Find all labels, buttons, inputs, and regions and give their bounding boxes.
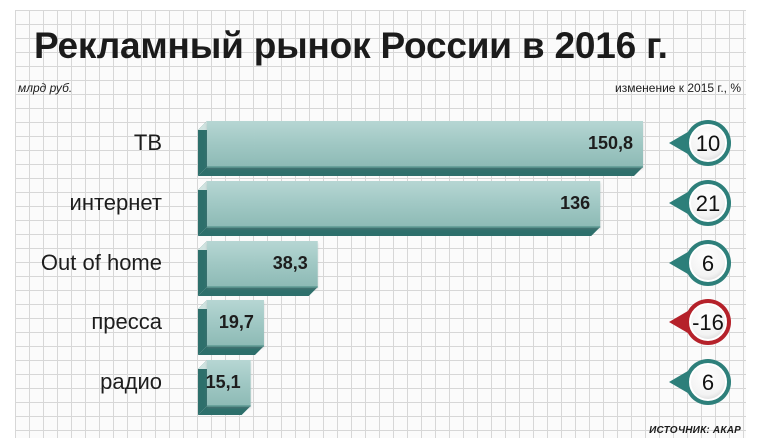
value-label: 19,7 (219, 312, 254, 332)
bar-row-3: пресса 19,7 -16 (91, 299, 731, 355)
bar-side (198, 181, 207, 236)
category-label: интернет (70, 190, 162, 215)
change-value: 21 (696, 191, 720, 216)
bar-bottom (198, 167, 643, 176)
bar-bottom (198, 227, 601, 236)
value-label: 150,8 (588, 133, 633, 153)
bar-mark (207, 300, 264, 346)
category-label: радио (100, 369, 162, 394)
bar-bottom (198, 406, 251, 415)
bar-side (198, 241, 207, 296)
source-label: ИСТОЧНИК: АКАР (649, 425, 741, 436)
bar-mark (207, 181, 601, 227)
bar-mark (207, 241, 318, 287)
change-bubble (689, 184, 727, 222)
change-value: 10 (696, 131, 720, 156)
chart-title: Рекламный рынок России в 2016 г. (34, 25, 668, 66)
change-unit-label: изменение к 2015 г., % (615, 81, 741, 95)
value-label: 136 (560, 193, 590, 213)
bar-side (198, 300, 207, 355)
bar-bottom (198, 287, 318, 296)
category-label: Out of home (41, 250, 162, 275)
change-bubble (689, 244, 727, 282)
bar-row-4: радио 15,1 6 (100, 359, 731, 415)
change-value: 6 (702, 251, 714, 276)
change-value: 6 (702, 370, 714, 395)
bar-row-2: Out of home 38,3 6 (41, 240, 731, 296)
bar-mark (207, 121, 643, 167)
bar-side (198, 360, 207, 415)
value-label: 38,3 (273, 253, 308, 273)
value-label: 15,1 (206, 372, 241, 392)
category-label: пресса (91, 309, 162, 334)
bar-row-1: интернет 136 21 (70, 180, 731, 236)
title-band: Рекламный рынок России в 2016 г. (0, 0, 761, 76)
bar-bottom (198, 346, 264, 355)
change-bubble (689, 124, 727, 162)
value-unit-label: млрд руб. (18, 81, 73, 95)
category-label: ТВ (134, 130, 162, 155)
change-value: -16 (692, 310, 724, 335)
bar-side (198, 121, 207, 176)
bar-row-0: ТВ 150,8 10 (134, 120, 731, 176)
change-bubble (689, 363, 727, 401)
change-bubble (689, 303, 727, 341)
bar-mark (207, 360, 251, 406)
